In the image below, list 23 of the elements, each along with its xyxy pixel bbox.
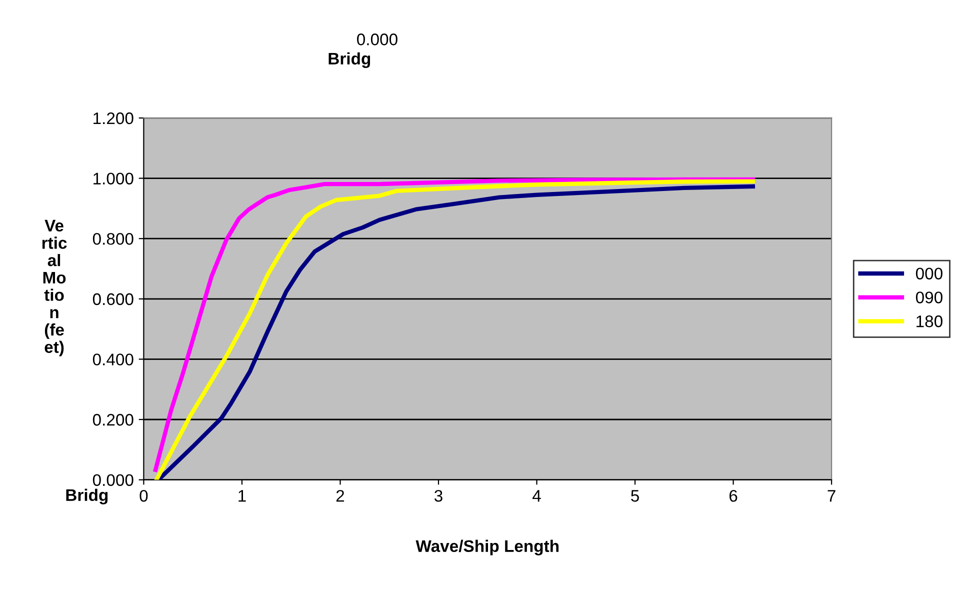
y-tick-label: 0.200 (92, 414, 134, 426)
legend-label: 090 (916, 292, 942, 304)
x-tick-label: 7 (828, 490, 836, 502)
chart-subtitle: Bridg (328, 52, 370, 68)
x-tick-label: 1 (238, 490, 246, 502)
legend-label: 000 (916, 268, 942, 280)
y-tick-label: 0.400 (92, 354, 134, 366)
x-tick-label: 4 (532, 490, 541, 502)
x-tick-label: 6 (729, 490, 738, 502)
y-tick-label: 1.000 (94, 172, 134, 184)
x-tick-label: 2 (336, 490, 344, 502)
y-tick-label: 1.200 (94, 112, 134, 124)
x-tick-label: 3 (434, 490, 442, 502)
y-axis-title: Ve rtic al Mo tio n (fe et) (42, 220, 67, 356)
y-tick-label: 0.000 (92, 474, 134, 486)
x-tick-label: 0 (140, 490, 148, 502)
y-tick-label: 0.600 (92, 293, 134, 306)
chart-title: 0.000 (357, 34, 398, 46)
x-axis-title: Wave/Ship Length (416, 540, 559, 556)
x-tick-label: 5 (631, 490, 639, 502)
y-tick-label: 0.800 (92, 232, 134, 245)
text: Bridg (66, 488, 108, 504)
legend-label: 180 (916, 315, 942, 328)
